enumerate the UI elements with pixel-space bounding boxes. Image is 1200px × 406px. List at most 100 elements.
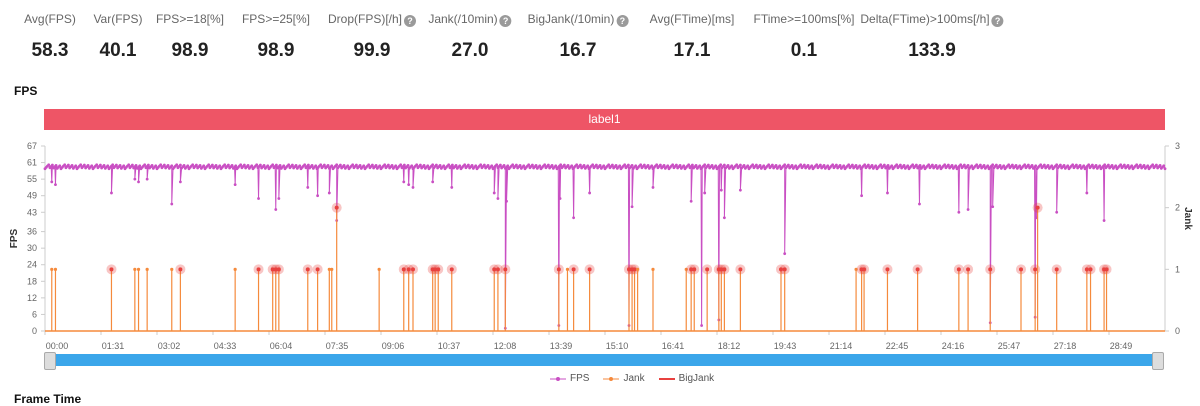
fps-point [422,163,426,167]
slider-handle-right[interactable] [1152,352,1164,370]
fps-point [335,163,339,167]
fps-point [1090,163,1094,167]
time-range-slider[interactable] [47,354,1161,366]
fps-point [358,163,362,167]
fps-point [145,177,149,181]
fps-point [1102,219,1106,222]
fps-point [411,186,415,189]
fps-point [666,164,670,168]
fps-point [1106,163,1110,167]
fps-point [1030,163,1034,167]
fps-point [767,163,771,167]
fps-point [1130,164,1134,168]
fps-point [191,163,195,167]
jank-point [377,267,381,271]
fps-point [310,163,314,167]
fps-point [138,164,142,168]
stat-value: 98.9 [171,40,209,61]
bigjank-point [956,267,961,272]
slider-handle-left[interactable] [44,352,56,370]
bigjank-point [1104,267,1109,272]
fps-point [74,164,78,168]
fps-point [110,191,113,195]
legend-bigjank[interactable]: BigJank [658,373,714,384]
jank-point [133,267,137,271]
fps-point [982,163,986,167]
help-icon[interactable]: ? [616,15,629,27]
fps-point [774,163,778,167]
jank-point [53,267,58,271]
x-tick-label: 21:14 [830,341,853,351]
fps-point [118,163,122,167]
y-tick-label: 0 [32,326,37,336]
fps-point [106,164,110,168]
fps-point [700,324,704,327]
fps-point [479,163,483,167]
fps-point [319,163,323,167]
fps-point [754,163,758,167]
fps-point [842,164,846,168]
fps-point [1138,163,1142,167]
fps-point [290,163,294,167]
help-icon[interactable]: ? [404,15,417,27]
fps-point [518,163,522,167]
stat-label: BigJank(/10min) [527,12,615,26]
help-icon[interactable]: ? [499,15,512,27]
stat-7: Avg(FTime)[ms] 17.1 [650,10,735,62]
fps-point [394,164,398,168]
fps-point [450,163,454,167]
legend-jank[interactable]: Jank [603,373,645,384]
fps-point [182,163,186,167]
bigjank-point [862,267,867,272]
jank-point [651,267,655,271]
help-icon[interactable]: ? [991,15,1004,27]
stat-label: FPS>=25[%] [241,12,311,26]
fps-point [346,164,350,168]
fps-point [1098,164,1102,168]
fps-point [1094,163,1098,167]
fps-point [770,163,774,167]
x-tick-label: 18:12 [718,341,741,351]
label-banner[interactable]: label1 [44,109,1165,130]
fps-point [1114,164,1118,168]
fps-point [874,164,878,168]
fps-point [710,163,714,167]
stat-value: 133.9 [908,40,956,61]
bigjank-point [571,267,576,272]
fps-point [1119,163,1123,167]
fps-point [588,191,592,195]
bigjank-point [503,267,508,272]
fps-point [351,163,355,167]
fps-point [271,163,275,167]
fps-point [274,208,278,211]
fps-point [58,164,62,168]
fps-point [858,164,862,168]
x-tick-label: 01:31 [102,341,125,351]
stat-value: 99.9 [353,40,391,61]
fps-point [783,163,787,167]
x-tick-label: 19:43 [774,341,797,351]
fps-point [689,199,693,203]
fps-point [1151,163,1155,167]
fps-point [662,163,666,167]
fps-point [1163,167,1167,171]
jank-point [233,267,237,271]
fps-point [175,163,179,167]
fps-point [66,163,70,167]
stat-5: Jank(/10min)? 27.0 [428,10,512,62]
legend-fps[interactable]: FPS [550,373,589,384]
fps-point [1062,163,1066,167]
fps-point [838,163,842,167]
fps-point [646,163,650,167]
fps-point [277,197,281,200]
fps-point [762,164,766,168]
fps-point [938,164,942,168]
fps-point [991,205,995,209]
fps-point [806,163,810,167]
fps-point [150,163,154,167]
fps-point [282,164,286,168]
y2-axis-title: Jank [1182,207,1193,230]
fps-point [257,197,260,200]
fps-point [82,163,86,167]
